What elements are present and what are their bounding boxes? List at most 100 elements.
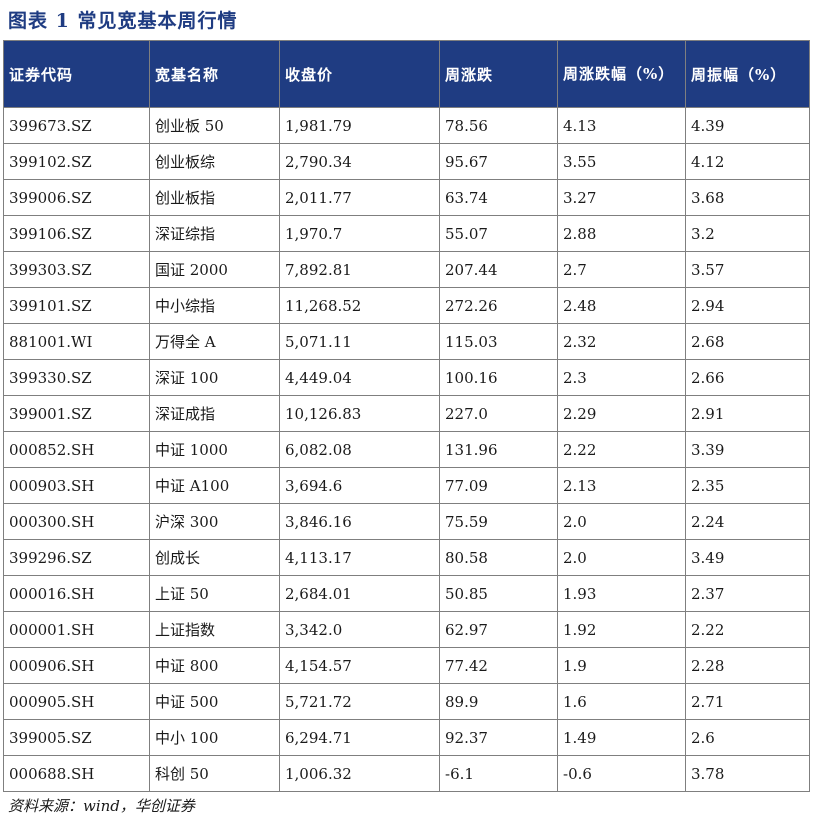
table-row: 399330.SZ 深证 100 4,449.04 100.16 2.3 2.66 [3, 359, 810, 396]
cell-amplitude: 4.39 [685, 107, 810, 144]
cell-close: 6,082.08 [279, 431, 440, 468]
header-amplitude: 周振幅（%） [685, 40, 810, 108]
cell-close: 4,113.17 [279, 539, 440, 576]
cell-change: 75.59 [439, 503, 558, 540]
cell-code: 000300.SH [3, 503, 150, 540]
cell-change: 77.42 [439, 647, 558, 684]
cell-code: 399005.SZ [3, 719, 150, 756]
cell-change-pct: 2.32 [557, 323, 686, 360]
cell-change-pct: 2.88 [557, 215, 686, 252]
cell-name: 中证 1000 [149, 431, 280, 468]
cell-change: 100.16 [439, 359, 558, 396]
cell-code: 000688.SH [3, 755, 150, 792]
table-row: 399303.SZ 国证 2000 7,892.81 207.44 2.7 3.57 [3, 251, 810, 288]
cell-code: 399303.SZ [3, 251, 150, 288]
cell-change-pct: 2.0 [557, 503, 686, 540]
cell-close: 2,011.77 [279, 179, 440, 216]
cell-name: 深证 100 [149, 359, 280, 396]
cell-amplitude: 3.78 [685, 755, 810, 792]
cell-close: 4,449.04 [279, 359, 440, 396]
cell-change-pct: 3.27 [557, 179, 686, 216]
cell-close: 7,892.81 [279, 251, 440, 288]
cell-name: 创业板综 [149, 143, 280, 180]
cell-name: 科创 50 [149, 755, 280, 792]
cell-name: 创业板指 [149, 179, 280, 216]
cell-name: 深证成指 [149, 395, 280, 432]
cell-change: 55.07 [439, 215, 558, 252]
cell-name: 上证 50 [149, 575, 280, 612]
cell-change-pct: 2.29 [557, 395, 686, 432]
cell-change-pct: 1.9 [557, 647, 686, 684]
cell-code: 399102.SZ [3, 143, 150, 180]
cell-amplitude: 2.91 [685, 395, 810, 432]
cell-name: 中证 A100 [149, 467, 280, 504]
cell-name: 中证 500 [149, 683, 280, 720]
cell-code: 000001.SH [3, 611, 150, 648]
cell-change-pct: 2.48 [557, 287, 686, 324]
cell-code: 399330.SZ [3, 359, 150, 396]
header-change-pct: 周涨跌幅（%） [557, 40, 686, 108]
header-name: 宽基名称 [149, 40, 280, 108]
cell-change: 115.03 [439, 323, 558, 360]
table-header-row: 证券代码 宽基名称 收盘价 周涨跌 周涨跌幅（%） 周振幅（%） [3, 40, 810, 108]
cell-amplitude: 2.35 [685, 467, 810, 504]
cell-change: 207.44 [439, 251, 558, 288]
cell-amplitude: 3.57 [685, 251, 810, 288]
cell-amplitude: 3.39 [685, 431, 810, 468]
cell-close: 1,981.79 [279, 107, 440, 144]
cell-name: 沪深 300 [149, 503, 280, 540]
table-row: 399001.SZ 深证成指 10,126.83 227.0 2.29 2.91 [3, 395, 810, 432]
cell-name: 上证指数 [149, 611, 280, 648]
table-row: 399673.SZ 创业板 50 1,981.79 78.56 4.13 4.39 [3, 107, 810, 144]
cell-name: 中证 800 [149, 647, 280, 684]
cell-close: 1,970.7 [279, 215, 440, 252]
cell-change: 227.0 [439, 395, 558, 432]
header-close: 收盘价 [279, 40, 440, 108]
cell-change: 62.97 [439, 611, 558, 648]
source-note: 资料来源：wind，华创证券 [8, 797, 195, 815]
cell-code: 881001.WI [3, 323, 150, 360]
table-row: 399106.SZ 深证综指 1,970.7 55.07 2.88 3.2 [3, 215, 810, 252]
cell-name: 深证综指 [149, 215, 280, 252]
table-row: 000300.SH 沪深 300 3,846.16 75.59 2.0 2.24 [3, 503, 810, 540]
cell-change: 63.74 [439, 179, 558, 216]
table-row: 000852.SH 中证 1000 6,082.08 131.96 2.22 3.39 [3, 431, 810, 468]
cell-close: 10,126.83 [279, 395, 440, 432]
cell-change: 92.37 [439, 719, 558, 756]
header-change: 周涨跌 [439, 40, 558, 108]
table-row: 881001.WI 万得全 A 5,071.11 115.03 2.32 2.68 [3, 323, 810, 360]
cell-code: 399106.SZ [3, 215, 150, 252]
cell-code: 399001.SZ [3, 395, 150, 432]
cell-close: 2,790.34 [279, 143, 440, 180]
cell-code: 399101.SZ [3, 287, 150, 324]
cell-code: 399006.SZ [3, 179, 150, 216]
cell-code: 000905.SH [3, 683, 150, 720]
cell-code: 000906.SH [3, 647, 150, 684]
cell-change-pct: 1.93 [557, 575, 686, 612]
cell-change: 272.26 [439, 287, 558, 324]
table-row: 000906.SH 中证 800 4,154.57 77.42 1.9 2.28 [3, 647, 810, 684]
figure-title: 图表 1 常见宽基本周行情 [8, 10, 238, 32]
cell-amplitude: 2.66 [685, 359, 810, 396]
cell-change-pct: 1.6 [557, 683, 686, 720]
cell-name: 创成长 [149, 539, 280, 576]
cell-name: 万得全 A [149, 323, 280, 360]
cell-change: 131.96 [439, 431, 558, 468]
cell-amplitude: 2.22 [685, 611, 810, 648]
table-row: 399296.SZ 创成长 4,113.17 80.58 2.0 3.49 [3, 539, 810, 576]
cell-name: 创业板 50 [149, 107, 280, 144]
table-row: 399101.SZ 中小综指 11,268.52 272.26 2.48 2.94 [3, 287, 810, 324]
cell-amplitude: 2.28 [685, 647, 810, 684]
table-row: 000905.SH 中证 500 5,721.72 89.9 1.6 2.71 [3, 683, 810, 720]
cell-name: 中小 100 [149, 719, 280, 756]
cell-close: 11,268.52 [279, 287, 440, 324]
cell-change: 95.67 [439, 143, 558, 180]
table-row: 000001.SH 上证指数 3,342.0 62.97 1.92 2.22 [3, 611, 810, 648]
cell-change-pct: 4.13 [557, 107, 686, 144]
cell-code: 399673.SZ [3, 107, 150, 144]
cell-change-pct: 2.13 [557, 467, 686, 504]
cell-amplitude: 2.68 [685, 323, 810, 360]
cell-change-pct: 2.22 [557, 431, 686, 468]
cell-amplitude: 3.68 [685, 179, 810, 216]
cell-close: 5,721.72 [279, 683, 440, 720]
